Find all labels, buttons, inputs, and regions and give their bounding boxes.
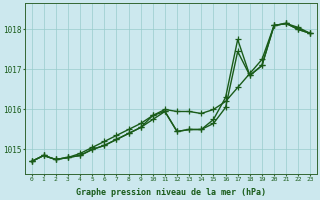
X-axis label: Graphe pression niveau de la mer (hPa): Graphe pression niveau de la mer (hPa) [76,188,266,197]
